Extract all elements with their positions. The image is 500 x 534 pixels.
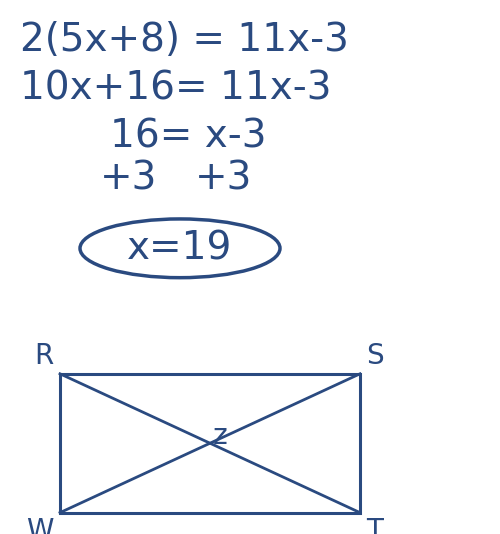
Text: 10x+16= 11x-3: 10x+16= 11x-3 [20,69,332,107]
Text: +3: +3 [195,160,252,198]
Text: R: R [34,342,54,370]
Text: 16= x-3: 16= x-3 [110,117,266,155]
Text: T: T [366,517,383,534]
Text: W: W [26,517,54,534]
Text: S: S [366,342,384,370]
Text: z: z [212,422,228,450]
Text: x=19: x=19 [128,229,232,268]
Text: +3: +3 [100,160,158,198]
Bar [60,374,360,513]
Text: 2(5x+8) = 11x-3: 2(5x+8) = 11x-3 [20,21,349,59]
